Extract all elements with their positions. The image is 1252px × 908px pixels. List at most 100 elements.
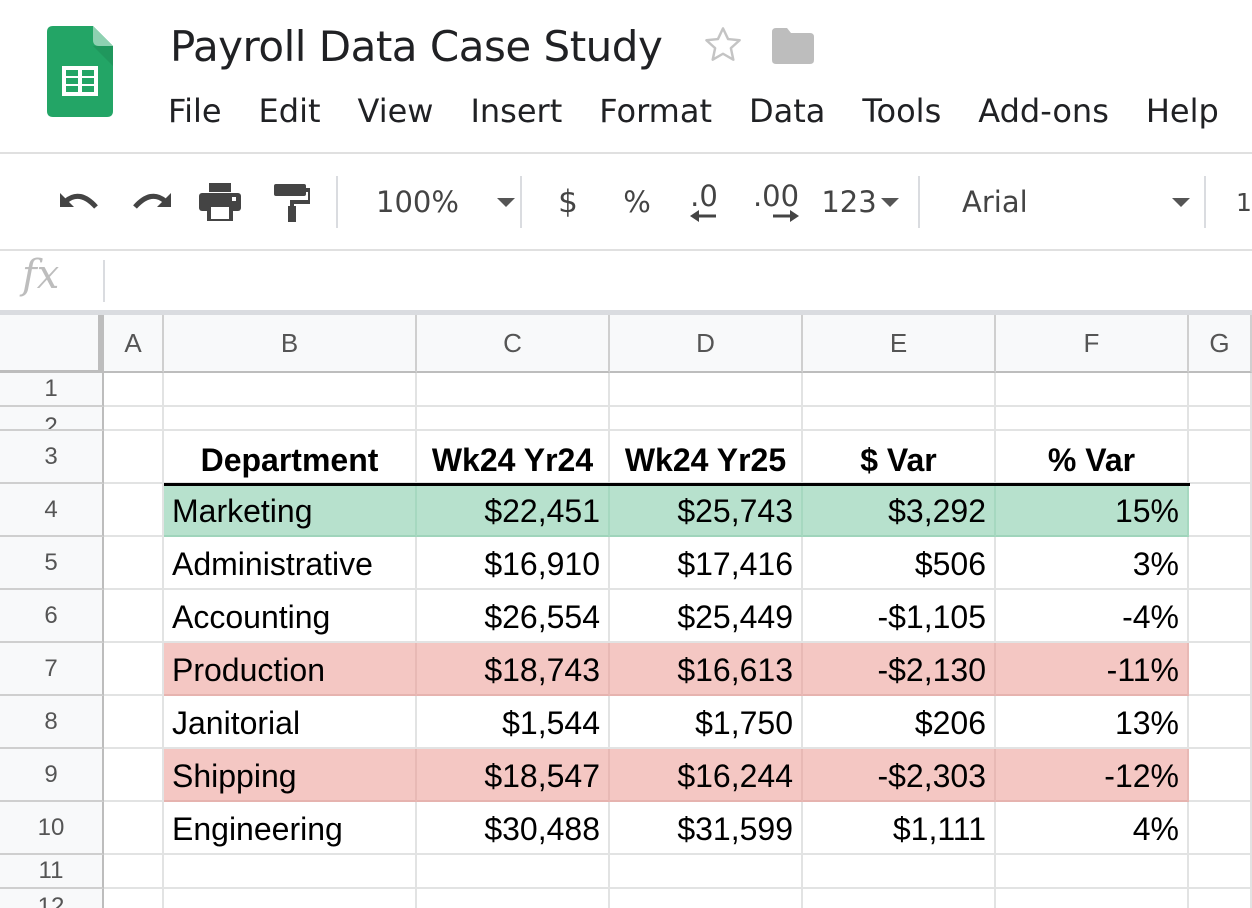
row-header-1[interactable]: 1	[0, 373, 104, 407]
cell[interactable]	[803, 407, 996, 431]
wk24-yr25-cell[interactable]: $31,599	[610, 802, 803, 855]
select-all-corner[interactable]	[0, 315, 104, 375]
wk24-yr24-cell[interactable]: $16,910	[417, 537, 610, 590]
cell[interactable]	[803, 855, 996, 889]
menu-data[interactable]: Data	[749, 92, 826, 130]
header-department[interactable]: Department	[164, 431, 417, 484]
dollar-var-cell[interactable]: $1,111	[803, 802, 996, 855]
row-header-6[interactable]: 6	[0, 590, 104, 643]
row-header-12[interactable]: 12	[0, 889, 104, 908]
column-header-c[interactable]: C	[417, 315, 610, 373]
row-header-9[interactable]: 9	[0, 749, 104, 802]
row-header-2[interactable]: 2	[0, 407, 104, 431]
paint-format-icon[interactable]	[268, 154, 316, 250]
decrease-decimal-button[interactable]: .0	[680, 154, 728, 250]
cell[interactable]	[104, 484, 164, 537]
cell[interactable]	[104, 749, 164, 802]
percent-var-cell[interactable]: 4%	[996, 802, 1189, 855]
department-cell[interactable]: Accounting	[164, 590, 417, 643]
wk24-yr24-cell[interactable]: $1,544	[417, 696, 610, 749]
dollar-var-cell[interactable]: -$2,303	[803, 749, 996, 802]
folder-icon[interactable]	[772, 28, 814, 64]
menu-format[interactable]: Format	[599, 92, 712, 130]
department-cell[interactable]: Engineering	[164, 802, 417, 855]
menu-tools[interactable]: Tools	[862, 92, 942, 130]
wk24-yr25-cell[interactable]: $25,449	[610, 590, 803, 643]
formula-input[interactable]	[112, 252, 1242, 308]
cell[interactable]	[417, 407, 610, 431]
font-select[interactable]: Arial	[950, 154, 1190, 250]
cell[interactable]	[1189, 484, 1252, 537]
currency-format-button[interactable]: $	[548, 154, 588, 250]
cell[interactable]	[1189, 537, 1252, 590]
dollar-var-cell[interactable]: $3,292	[803, 484, 996, 537]
row-header-7[interactable]: 7	[0, 643, 104, 696]
dollar-var-cell[interactable]: -$2,130	[803, 643, 996, 696]
cell[interactable]	[996, 889, 1189, 908]
header-wk24-yr25[interactable]: Wk24 Yr25	[610, 431, 803, 484]
cell[interactable]	[104, 407, 164, 431]
cell[interactable]	[164, 889, 417, 908]
sheets-logo-icon[interactable]	[47, 26, 113, 117]
cell[interactable]	[164, 855, 417, 889]
column-header-e[interactable]: E	[803, 315, 996, 373]
cell[interactable]	[104, 373, 164, 407]
cell[interactable]	[104, 431, 164, 484]
undo-icon[interactable]	[56, 154, 104, 250]
cell[interactable]	[610, 407, 803, 431]
cell[interactable]	[996, 855, 1189, 889]
star-icon[interactable]	[702, 24, 744, 66]
print-icon[interactable]	[196, 154, 244, 250]
cell[interactable]	[610, 855, 803, 889]
wk24-yr25-cell[interactable]: $25,743	[610, 484, 803, 537]
menu-view[interactable]: View	[357, 92, 434, 130]
document-title[interactable]: Payroll Data Case Study	[170, 22, 663, 71]
column-header-b[interactable]: B	[164, 315, 417, 373]
cell[interactable]	[1189, 590, 1252, 643]
cell[interactable]	[1189, 431, 1252, 484]
department-cell[interactable]: Janitorial	[164, 696, 417, 749]
cell[interactable]	[1189, 802, 1252, 855]
header-percent-var[interactable]: % Var	[996, 431, 1189, 484]
column-header-g[interactable]: G	[1189, 315, 1252, 373]
menu-file[interactable]: File	[168, 92, 222, 130]
dollar-var-cell[interactable]: $206	[803, 696, 996, 749]
cell[interactable]	[610, 373, 803, 407]
header-dollar-var[interactable]: $ Var	[803, 431, 996, 484]
percent-var-cell[interactable]: 15%	[996, 484, 1189, 537]
percent-var-cell[interactable]: 3%	[996, 537, 1189, 590]
row-header-3[interactable]: 3	[0, 431, 104, 484]
department-cell[interactable]: Shipping	[164, 749, 417, 802]
cell[interactable]	[104, 643, 164, 696]
cell[interactable]	[1189, 696, 1252, 749]
row-header-10[interactable]: 10	[0, 802, 104, 855]
cell[interactable]	[164, 373, 417, 407]
cell[interactable]	[104, 590, 164, 643]
cell[interactable]	[1189, 643, 1252, 696]
row-header-4[interactable]: 4	[0, 484, 104, 537]
dollar-var-cell[interactable]: -$1,105	[803, 590, 996, 643]
cell[interactable]	[996, 407, 1189, 431]
department-cell[interactable]: Administrative	[164, 537, 417, 590]
cell[interactable]	[104, 537, 164, 590]
row-header-8[interactable]: 8	[0, 696, 104, 749]
column-header-a[interactable]: A	[104, 315, 164, 373]
cell[interactable]	[417, 889, 610, 908]
cell[interactable]	[1189, 373, 1252, 407]
dollar-var-cell[interactable]: $506	[803, 537, 996, 590]
redo-icon[interactable]	[127, 154, 175, 250]
wk24-yr25-cell[interactable]: $16,244	[610, 749, 803, 802]
department-cell[interactable]: Production	[164, 643, 417, 696]
cell[interactable]	[104, 889, 164, 908]
cell[interactable]	[104, 855, 164, 889]
percent-var-cell[interactable]: -12%	[996, 749, 1189, 802]
cell[interactable]	[104, 696, 164, 749]
percent-var-cell[interactable]: 13%	[996, 696, 1189, 749]
column-header-d[interactable]: D	[610, 315, 803, 373]
menu-edit[interactable]: Edit	[258, 92, 321, 130]
menu-insert[interactable]: Insert	[470, 92, 563, 130]
cell[interactable]	[1189, 407, 1252, 431]
menu-help[interactable]: Help	[1145, 92, 1219, 130]
wk24-yr25-cell[interactable]: $1,750	[610, 696, 803, 749]
wk24-yr24-cell[interactable]: $22,451	[417, 484, 610, 537]
